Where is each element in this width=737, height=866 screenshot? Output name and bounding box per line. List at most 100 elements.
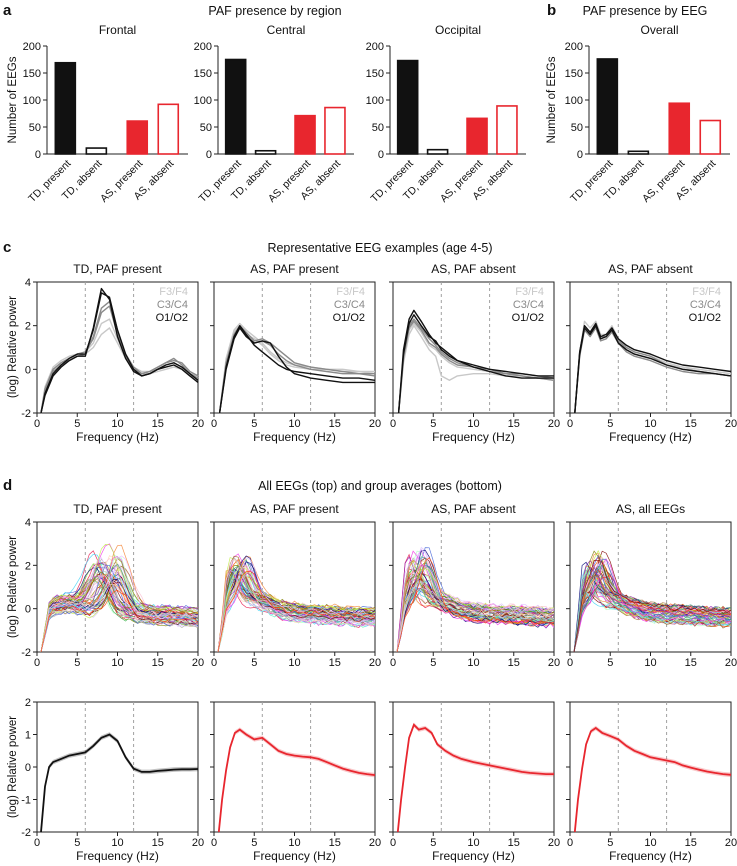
eeg-trace xyxy=(396,548,554,652)
y-tick-label: 150 xyxy=(565,68,583,80)
y-tick-label: 200 xyxy=(565,41,583,53)
eeg-trace xyxy=(573,584,731,652)
eeg-trace xyxy=(573,566,731,652)
x-tick-label: 0 xyxy=(390,657,396,669)
panel-letter-d: d xyxy=(3,477,12,494)
y-tick-label: 150 xyxy=(23,68,41,80)
chart-title: AS, PAF present xyxy=(250,262,339,276)
x-tick-label: 15 xyxy=(508,837,520,849)
eeg-trace xyxy=(40,579,198,652)
x-tick-label: 15 xyxy=(329,418,341,430)
line-chart-d-bot-3: 0 5 10 15 20 Frequency (Hz) xyxy=(389,701,560,863)
y-tick-label: 50 xyxy=(29,122,41,134)
eeg-trace xyxy=(40,584,198,652)
y-tick-label: 0 xyxy=(25,604,31,616)
x-tick-label: 10 xyxy=(644,657,656,669)
chart-title: TD, PAF present xyxy=(73,262,162,276)
line-chart-d-bot-4: 0 5 10 15 20 Frequency (Hz) xyxy=(566,701,737,863)
chart-title: Overall xyxy=(640,23,678,37)
bar-as-present xyxy=(466,117,488,155)
eeg-trace xyxy=(40,544,198,652)
x-tick-label: 0 xyxy=(211,657,217,669)
y-tick-label: 4 xyxy=(25,277,31,289)
sem-band xyxy=(41,732,198,835)
y-axis-label-d-top: (log) Relative power xyxy=(7,536,19,638)
series-line-o1-o2 xyxy=(397,314,554,414)
panel-letter-a: a xyxy=(3,2,12,19)
bar-td-absent xyxy=(254,149,277,155)
eeg-trace xyxy=(573,591,731,652)
x-tick-label: 15 xyxy=(685,418,697,430)
y-tick-label: 50 xyxy=(372,122,384,134)
y-tick-label: 2 xyxy=(25,560,31,572)
y-tick-label: 0 xyxy=(378,149,384,161)
series-line-o1-o2 xyxy=(40,287,199,414)
x-tick-label: 5 xyxy=(74,418,80,430)
legend-entry: O1/O2 xyxy=(156,312,188,324)
x-axis-label: Frequency (Hz) xyxy=(432,849,515,863)
y-tick-label: 0 xyxy=(35,149,41,161)
y-axis-label-c: (log) Relative power xyxy=(7,296,19,398)
x-tick-label: 20 xyxy=(725,837,737,849)
x-tick-label: 5 xyxy=(74,657,80,669)
y-tick-label: 0 xyxy=(577,149,583,161)
chart-title: AS, all EEGs xyxy=(616,502,685,516)
plot-frame xyxy=(213,701,376,833)
eeg-trace xyxy=(217,558,375,652)
eeg-trace xyxy=(217,555,375,652)
legend-entry: C3/C4 xyxy=(334,299,365,311)
eeg-trace xyxy=(40,570,198,652)
x-tick-label: 20 xyxy=(192,837,204,849)
header-a: PAF presence by region xyxy=(208,4,341,18)
eeg-trace xyxy=(40,574,198,652)
x-axis-label: Frequency (Hz) xyxy=(76,849,159,863)
chart-title: AS, PAF present xyxy=(250,502,339,516)
y-tick-label: 0 xyxy=(206,149,212,161)
x-tick-label: 10 xyxy=(111,837,123,849)
y-tick-label: 0 xyxy=(25,364,31,376)
mean-line xyxy=(40,733,199,833)
x-axis-label: Frequency (Hz) xyxy=(253,430,336,444)
bar-as-present xyxy=(294,114,316,155)
eeg-trace xyxy=(396,557,554,652)
header-d: All EEGs (top) and group averages (botto… xyxy=(258,479,502,493)
legend-entry: O1/O2 xyxy=(512,312,544,324)
series-line-o1-o2 xyxy=(218,325,376,414)
eeg-trace xyxy=(573,558,731,652)
y-tick-label: 150 xyxy=(194,68,212,80)
mean-line xyxy=(217,728,376,833)
eeg-trace xyxy=(396,581,554,652)
y-tick-label: 100 xyxy=(23,95,41,107)
x-tick-label: 15 xyxy=(329,657,341,669)
line-chart-c3: AS, PAF absent 0 5 10 15 20 Frequency (Hz) F3/F… xyxy=(389,262,560,444)
x-tick-label: 0 xyxy=(567,418,573,430)
eeg-trace xyxy=(217,569,375,652)
sem-band xyxy=(218,727,375,835)
eeg-trace xyxy=(217,571,375,652)
y-tick-label: 100 xyxy=(565,95,583,107)
series-line-o1-o2 xyxy=(218,327,375,414)
sem-band xyxy=(574,725,731,835)
bar-td-present xyxy=(396,59,419,155)
x-tick-label: 20 xyxy=(369,418,381,430)
line-chart-c4: AS, PAF absent 0 5 10 15 20 Frequency (Hz) F3/F… xyxy=(566,262,737,444)
line-chart-d-bot-2: 0 5 10 15 20 Frequency (Hz) xyxy=(210,701,381,863)
eeg-trace xyxy=(40,571,198,652)
x-tick-label: 10 xyxy=(111,418,123,430)
legend-entry: C3/C4 xyxy=(513,299,544,311)
plot-frame xyxy=(392,701,555,833)
eeg-trace xyxy=(40,574,198,652)
y-tick-label: 0 xyxy=(25,762,31,774)
x-axis-label: Frequency (Hz) xyxy=(609,430,692,444)
eeg-trace xyxy=(573,558,731,652)
x-tick-label: 10 xyxy=(644,837,656,849)
x-tick-label: 20 xyxy=(548,657,560,669)
line-chart-d-top-2: AS, PAF present 0 5 10 15 20 xyxy=(210,502,381,669)
x-tick-label: 10 xyxy=(467,837,479,849)
eeg-trace xyxy=(40,557,198,652)
legend-entry: C3/C4 xyxy=(157,299,188,311)
x-tick-label: 0 xyxy=(390,418,396,430)
